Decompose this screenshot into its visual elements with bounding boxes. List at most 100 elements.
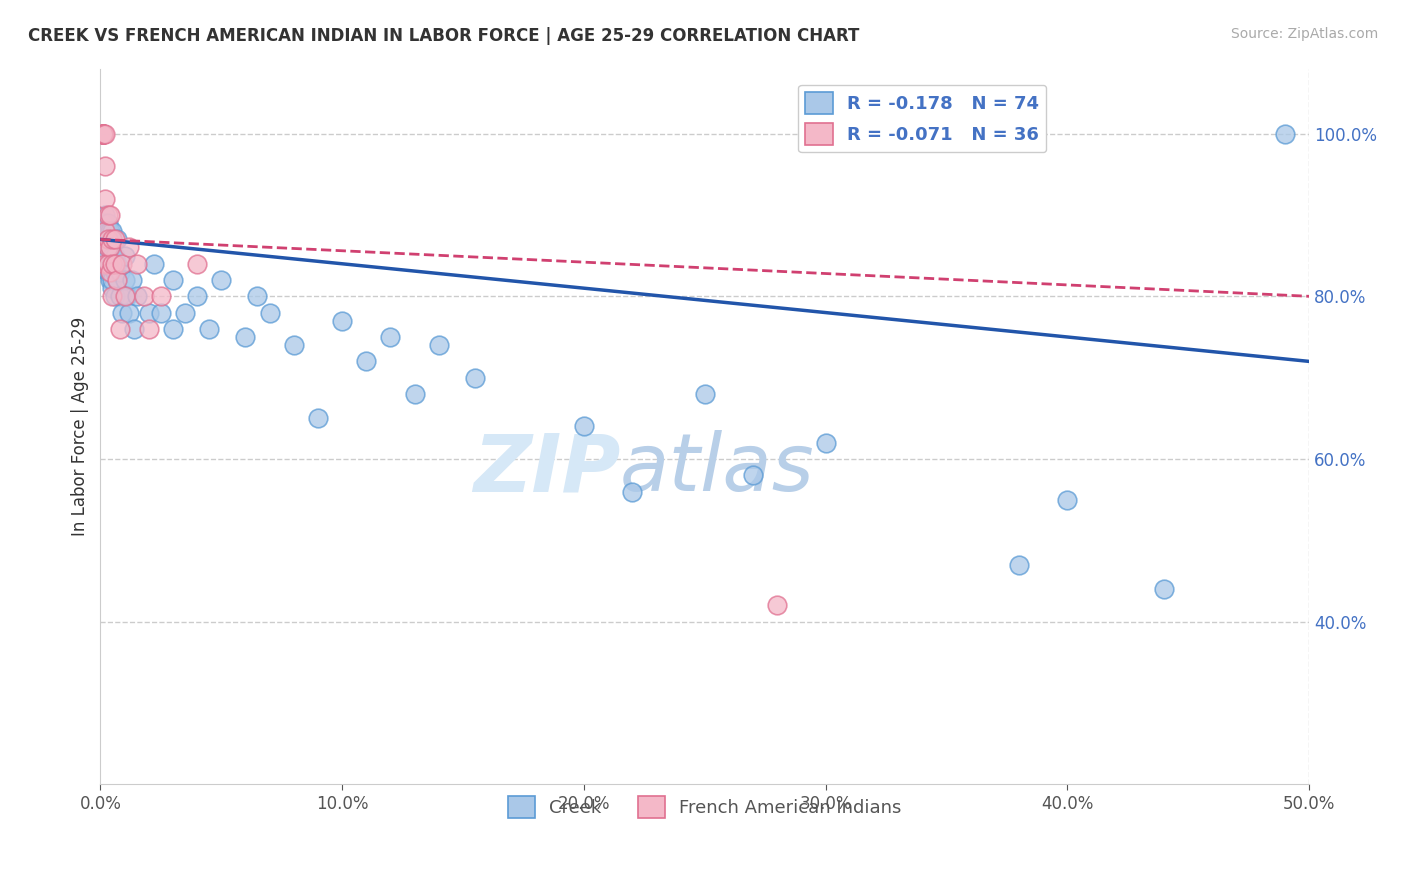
Point (97, 257, 120, 271)
Point (162, 273, 184, 287)
Point (356, 354, 378, 368)
Point (91, 127, 114, 141)
Point (246, 289, 269, 303)
Point (98, 208, 121, 222)
Point (91, 216, 114, 230)
Point (101, 249, 124, 263)
Point (91, 127, 114, 141)
Point (1153, 582, 1175, 597)
Point (186, 257, 208, 271)
Point (97, 224, 120, 238)
Point (98, 265, 121, 279)
Point (108, 322, 131, 336)
Point (98, 265, 121, 279)
Point (94, 249, 117, 263)
Point (97, 265, 120, 279)
Point (621, 484, 644, 499)
Point (94, 216, 117, 230)
Point (91, 127, 114, 141)
Point (108, 265, 131, 279)
Point (162, 322, 184, 336)
Point (97, 216, 120, 230)
Point (108, 289, 131, 303)
Text: Source: ZipAtlas.com: Source: ZipAtlas.com (1230, 27, 1378, 41)
Point (259, 305, 281, 319)
Point (97, 257, 120, 271)
Point (174, 305, 197, 319)
Point (91, 127, 114, 141)
Point (94, 249, 117, 263)
Point (101, 273, 124, 287)
Point (111, 257, 134, 271)
Point (97, 232, 120, 246)
Point (693, 387, 716, 401)
Point (94, 127, 117, 141)
Point (97, 249, 120, 263)
Point (104, 232, 127, 246)
Point (97, 240, 120, 254)
Point (209, 273, 232, 287)
Point (101, 257, 124, 271)
Point (198, 322, 221, 336)
Point (104, 249, 127, 263)
Point (91, 127, 114, 141)
Text: ZIP: ZIP (472, 431, 620, 508)
Point (1008, 558, 1031, 572)
Point (97, 240, 120, 254)
Text: CREEK VS FRENCH AMERICAN INDIAN IN LABOR FORCE | AGE 25-29 CORRELATION CHART: CREEK VS FRENCH AMERICAN INDIAN IN LABOR… (28, 27, 859, 45)
Point (122, 322, 145, 336)
Point (98, 224, 121, 238)
Point (101, 257, 124, 271)
Point (97, 265, 120, 279)
Point (105, 273, 128, 287)
Point (283, 338, 305, 352)
Point (104, 265, 127, 279)
Point (114, 289, 136, 303)
Point (105, 273, 128, 287)
Point (111, 305, 134, 319)
Point (105, 257, 128, 271)
Point (98, 240, 121, 254)
Point (101, 281, 124, 295)
Point (742, 468, 765, 483)
Point (91, 127, 114, 141)
Point (101, 224, 124, 238)
Point (125, 289, 148, 303)
Point (766, 599, 789, 613)
Point (105, 232, 128, 246)
Point (186, 289, 208, 303)
Point (104, 257, 127, 271)
Point (330, 314, 353, 328)
Point (101, 232, 124, 246)
Point (404, 387, 426, 401)
Point (125, 257, 148, 271)
Point (94, 257, 117, 271)
Point (572, 419, 595, 434)
Point (115, 289, 138, 303)
Point (149, 289, 172, 303)
Point (94, 208, 117, 222)
Point (101, 289, 124, 303)
Point (235, 330, 257, 344)
Text: atlas: atlas (620, 431, 815, 508)
Point (94, 224, 117, 238)
Point (138, 322, 160, 336)
Point (104, 289, 127, 303)
Point (94, 232, 117, 246)
Point (138, 305, 160, 319)
Point (94, 224, 117, 238)
Point (307, 411, 329, 425)
Point (149, 305, 172, 319)
Y-axis label: In Labor Force | Age 25-29: In Labor Force | Age 25-29 (72, 317, 89, 536)
Point (97, 249, 120, 263)
Point (97, 208, 120, 222)
Point (118, 240, 141, 254)
Point (427, 338, 450, 352)
Point (98, 257, 121, 271)
Point (121, 273, 143, 287)
Point (114, 249, 136, 263)
Point (142, 257, 165, 271)
Point (132, 289, 155, 303)
Point (814, 435, 837, 450)
Point (91, 232, 114, 246)
